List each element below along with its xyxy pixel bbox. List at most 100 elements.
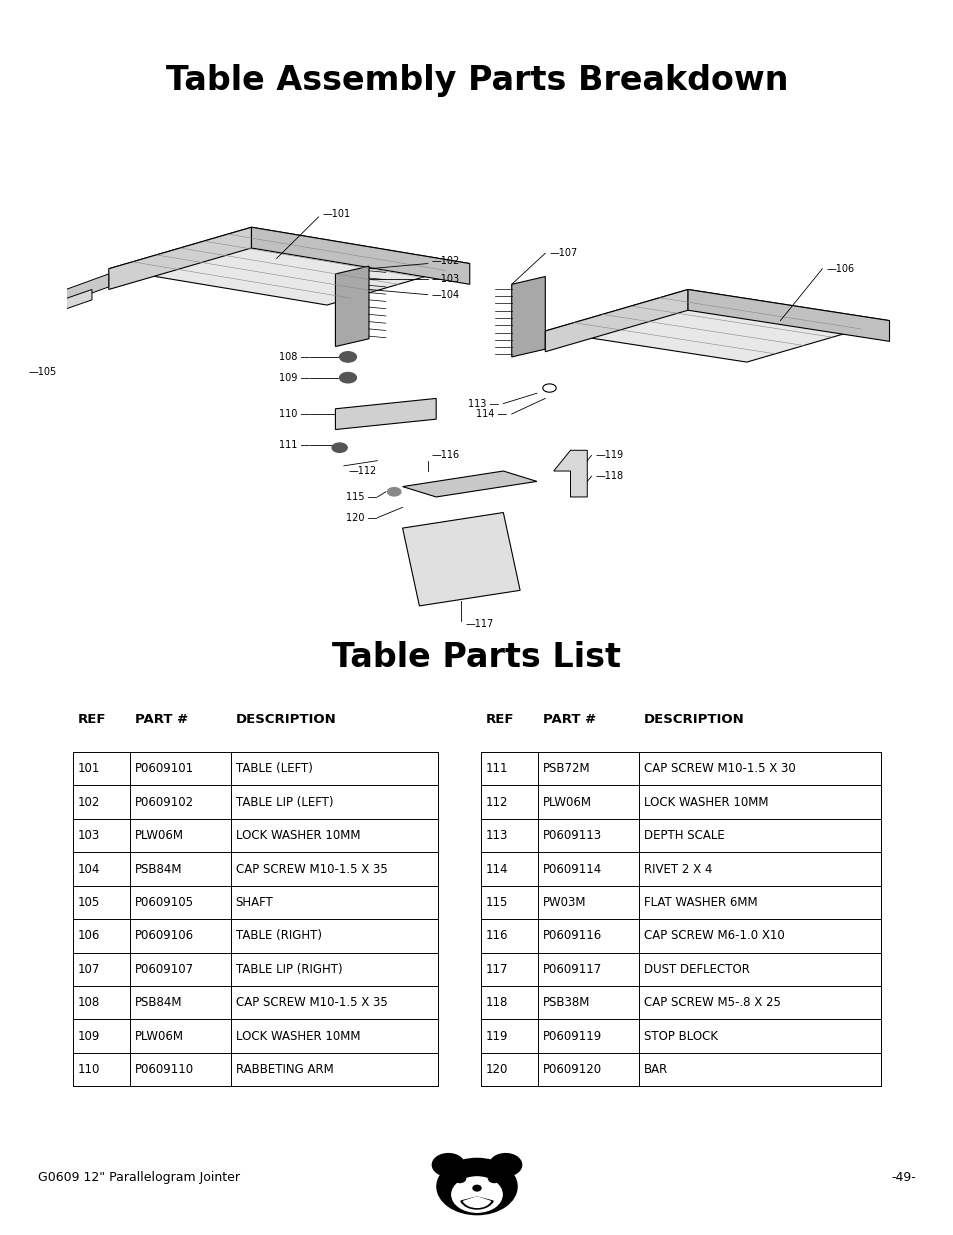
Polygon shape	[687, 289, 888, 341]
Text: 110: 110	[77, 1063, 100, 1076]
Text: 113 —: 113 —	[467, 399, 498, 409]
Circle shape	[436, 1158, 517, 1215]
Text: 107: 107	[77, 963, 100, 976]
Text: SHAFT: SHAFT	[235, 895, 274, 909]
Wedge shape	[460, 1197, 493, 1209]
Text: PSB84M: PSB84M	[134, 997, 182, 1009]
Text: 118: 118	[485, 997, 508, 1009]
Text: RABBETING ARM: RABBETING ARM	[235, 1063, 333, 1076]
Text: 113: 113	[485, 829, 508, 842]
Text: CAP SCREW M10-1.5 X 35: CAP SCREW M10-1.5 X 35	[235, 862, 387, 876]
Text: P0609114: P0609114	[542, 862, 601, 876]
Text: 120 —: 120 —	[346, 513, 377, 522]
Text: 112: 112	[485, 795, 508, 809]
Text: DESCRIPTION: DESCRIPTION	[643, 713, 743, 725]
Text: 106: 106	[77, 930, 100, 942]
Polygon shape	[335, 267, 369, 347]
Text: 120: 120	[485, 1063, 508, 1076]
Text: STOP BLOCK: STOP BLOCK	[643, 1030, 717, 1042]
Text: CAP SCREW M5-.8 X 25: CAP SCREW M5-.8 X 25	[643, 997, 780, 1009]
Text: P0609101: P0609101	[134, 762, 193, 776]
Text: PLW06M: PLW06M	[134, 1030, 184, 1042]
Circle shape	[489, 1153, 521, 1176]
Text: 108 —: 108 —	[278, 352, 310, 362]
Text: P0609105: P0609105	[134, 895, 193, 909]
Text: DUST DEFLECTOR: DUST DEFLECTOR	[643, 963, 749, 976]
Text: REF: REF	[485, 713, 514, 725]
Polygon shape	[109, 227, 469, 305]
Polygon shape	[553, 451, 587, 496]
Text: CAP SCREW M6-1.0 X10: CAP SCREW M6-1.0 X10	[643, 930, 783, 942]
Circle shape	[339, 373, 356, 383]
Text: —119: —119	[595, 451, 623, 461]
Text: P0609119: P0609119	[542, 1030, 601, 1042]
Text: P0609107: P0609107	[134, 963, 193, 976]
Circle shape	[339, 352, 356, 362]
Polygon shape	[252, 227, 469, 284]
Circle shape	[432, 1153, 464, 1176]
Text: P0609106: P0609106	[134, 930, 193, 942]
Circle shape	[473, 1186, 480, 1191]
Text: 115 —: 115 —	[346, 492, 377, 501]
Text: —107: —107	[549, 248, 578, 258]
Text: PART #: PART #	[134, 713, 188, 725]
Text: LOCK WASHER 10MM: LOCK WASHER 10MM	[643, 795, 767, 809]
Text: Table Assembly Parts Breakdown: Table Assembly Parts Breakdown	[166, 64, 787, 96]
Text: RIVET 2 X 4: RIVET 2 X 4	[643, 862, 711, 876]
Wedge shape	[463, 1197, 490, 1208]
Text: 101: 101	[77, 762, 100, 776]
Text: BAR: BAR	[643, 1063, 667, 1076]
Text: PLW06M: PLW06M	[542, 795, 591, 809]
Text: —117: —117	[465, 619, 494, 629]
Text: 119: 119	[485, 1030, 508, 1042]
Text: TABLE LIP (RIGHT): TABLE LIP (RIGHT)	[235, 963, 342, 976]
Circle shape	[454, 1174, 465, 1183]
Text: PW03M: PW03M	[542, 895, 586, 909]
Polygon shape	[0, 274, 109, 338]
Circle shape	[488, 1174, 499, 1183]
Circle shape	[452, 1177, 501, 1213]
Text: TABLE (RIGHT): TABLE (RIGHT)	[235, 930, 321, 942]
Text: 109: 109	[77, 1030, 100, 1042]
Text: -49-: -49-	[890, 1171, 915, 1184]
Text: 104: 104	[77, 862, 100, 876]
Text: CAP SCREW M10-1.5 X 35: CAP SCREW M10-1.5 X 35	[235, 997, 387, 1009]
Text: 115: 115	[485, 895, 508, 909]
Text: —102: —102	[432, 256, 459, 266]
Text: —101: —101	[322, 209, 351, 220]
Text: TABLE LIP (LEFT): TABLE LIP (LEFT)	[235, 795, 333, 809]
Polygon shape	[545, 289, 687, 352]
Text: —118: —118	[595, 472, 623, 482]
Text: 116: 116	[485, 930, 508, 942]
Text: 108: 108	[77, 997, 100, 1009]
Text: 105: 105	[77, 895, 100, 909]
Circle shape	[387, 488, 400, 496]
Text: 109 —: 109 —	[278, 373, 310, 383]
Text: 111: 111	[485, 762, 508, 776]
Text: DEPTH SCALE: DEPTH SCALE	[643, 829, 723, 842]
Text: PSB84M: PSB84M	[134, 862, 182, 876]
Text: PSB72M: PSB72M	[542, 762, 590, 776]
Text: 117: 117	[485, 963, 508, 976]
Text: P0609120: P0609120	[542, 1063, 601, 1076]
Text: PART #: PART #	[542, 713, 596, 725]
Text: —103: —103	[432, 274, 459, 284]
Polygon shape	[335, 399, 436, 430]
Text: —104: —104	[432, 290, 459, 300]
Polygon shape	[402, 513, 519, 606]
Text: P0609117: P0609117	[542, 963, 601, 976]
Text: CAP SCREW M10-1.5 X 30: CAP SCREW M10-1.5 X 30	[643, 762, 795, 776]
Text: —112: —112	[348, 466, 375, 475]
Text: Table Parts List: Table Parts List	[333, 641, 620, 674]
Polygon shape	[402, 471, 537, 496]
Polygon shape	[109, 227, 252, 289]
Text: P0609116: P0609116	[542, 930, 601, 942]
Text: 114 —: 114 —	[476, 409, 507, 419]
Text: LOCK WASHER 10MM: LOCK WASHER 10MM	[235, 829, 360, 842]
Text: REF: REF	[77, 713, 106, 725]
Polygon shape	[0, 289, 91, 347]
Text: PSB38M: PSB38M	[542, 997, 590, 1009]
Text: G0609 12" Parallelogram Jointer: G0609 12" Parallelogram Jointer	[38, 1171, 240, 1184]
Text: TABLE (LEFT): TABLE (LEFT)	[235, 762, 313, 776]
Text: —116: —116	[432, 451, 459, 461]
